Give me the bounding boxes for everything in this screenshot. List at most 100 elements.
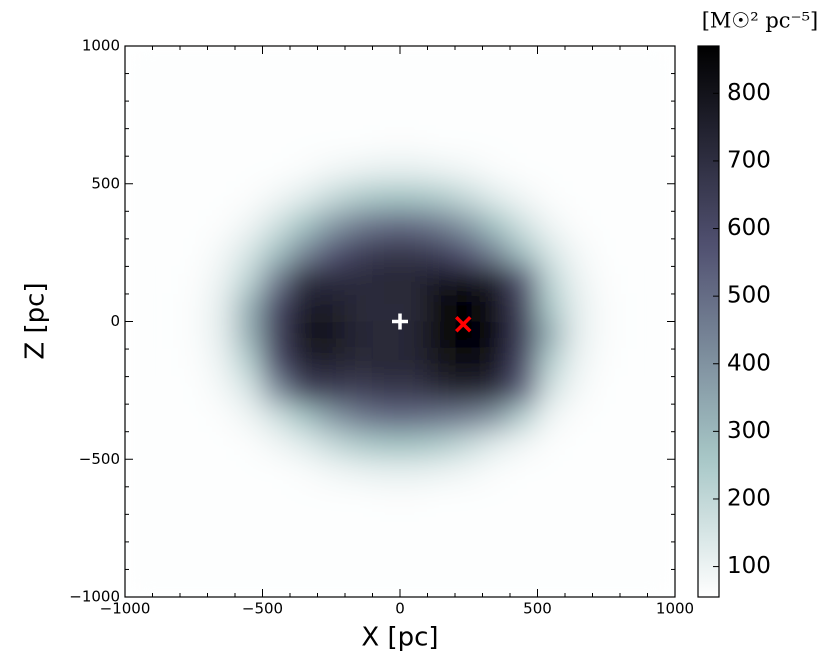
heatmap-cell: [289, 458, 318, 488]
heatmap-cell: [564, 293, 593, 322]
heatmap-cell: [619, 183, 648, 212]
heatmap-cell: [427, 100, 456, 130]
heatmap-cell: [234, 46, 263, 75]
heatmap-cell: [509, 100, 538, 130]
x-axis-label: X [pc]: [361, 623, 438, 653]
heatmap-cell: [592, 265, 621, 295]
heatmap-cell: [482, 541, 511, 570]
heatmap-cell: [179, 155, 208, 185]
heatmap-cell: [152, 486, 181, 515]
heatmap-cell: [454, 238, 483, 267]
heatmap-cell: [564, 568, 593, 597]
heatmap-cell: [344, 513, 373, 543]
heatmap-cell: [537, 210, 566, 240]
y-tick-label: 1000: [82, 37, 120, 55]
heatmap-cell: [399, 568, 428, 597]
heatmap-cell: [262, 100, 291, 130]
heatmap-cell: [262, 238, 291, 267]
heatmap-cell: [372, 458, 401, 488]
heatmap-cell: [179, 568, 208, 597]
heatmap-cell: [592, 541, 621, 570]
heatmap-cell: [207, 238, 236, 267]
heatmap-cell: [427, 568, 456, 597]
heatmap-cell: [207, 183, 236, 212]
heatmap-cell: [207, 568, 236, 597]
heatmap-cell: [537, 458, 566, 488]
heatmap-cell: [647, 293, 675, 322]
heatmap-cell: [509, 293, 538, 322]
heatmap-cell: [234, 73, 263, 102]
heatmap-cell: [399, 431, 428, 460]
heatmap-cell: [482, 348, 511, 378]
heatmap-cell: [427, 128, 456, 157]
heatmap-cell: [207, 265, 236, 295]
colorbar-tick-label: 100: [727, 553, 771, 579]
heatmap-cell: [289, 128, 318, 157]
heatmap-cell: [482, 265, 511, 295]
heatmap-cell: [619, 100, 648, 130]
heatmap-cell: [289, 293, 318, 322]
heatmap-cell: [482, 376, 511, 405]
heatmap-cell: [234, 513, 263, 543]
heatmap-cell: [619, 128, 648, 157]
heatmap-cell: [647, 46, 675, 75]
heatmap-cell: [564, 431, 593, 460]
heatmap-cell: [509, 73, 538, 102]
heatmap-cell: [344, 568, 373, 597]
heatmap-cell: [427, 46, 456, 75]
heatmap-cell: [234, 155, 263, 185]
heatmap-cell: [592, 238, 621, 267]
heatmap-cell: [564, 238, 593, 267]
heatmap-cell: [647, 568, 675, 597]
heatmap-cell: [482, 238, 511, 267]
heatmap-cell: [399, 513, 428, 543]
heatmap-cell: [152, 458, 181, 488]
heatmap-cell: [427, 458, 456, 488]
heatmap-cell: [399, 73, 428, 102]
heatmap-cell: [262, 293, 291, 322]
x-tick-label: −500: [242, 600, 283, 618]
heatmap-cell: [619, 210, 648, 240]
heatmap-cell: [179, 458, 208, 488]
heatmap-cell: [592, 321, 621, 350]
heatmap-cell: [125, 513, 153, 543]
heatmap-cell: [152, 46, 181, 75]
heatmap-cell: [317, 183, 346, 212]
heatmap-cell: [179, 293, 208, 322]
heatmap-cell: [592, 183, 621, 212]
heatmap-cell: [509, 46, 538, 75]
heatmap-cell: [564, 128, 593, 157]
heatmap-cell: [537, 155, 566, 185]
heatmap-cell: [537, 376, 566, 405]
heatmap-cell: [454, 348, 483, 378]
heatmap-cell: [262, 183, 291, 212]
heatmap-cell: [152, 513, 181, 543]
heatmap-cell: [482, 46, 511, 75]
heatmap-cell: [647, 513, 675, 543]
heatmap-cell: [454, 46, 483, 75]
heatmap-cell: [399, 100, 428, 130]
heatmap-cell: [509, 513, 538, 543]
heatmap-cell: [262, 486, 291, 515]
heatmap-cell: [289, 486, 318, 515]
heatmap-cell: [647, 321, 675, 350]
heatmap-cell: [537, 238, 566, 267]
heatmap-cell: [537, 403, 566, 433]
heatmap-cell: [454, 513, 483, 543]
heatmap-cell: [427, 321, 456, 350]
heatmap-cell: [564, 403, 593, 433]
heatmap-cell: [317, 73, 346, 102]
y-tick-label: 500: [91, 174, 120, 192]
y-tick-label: −1000: [69, 588, 120, 606]
heatmap-cell: [509, 568, 538, 597]
heatmap-cell: [647, 100, 675, 130]
heatmap-cell: [482, 210, 511, 240]
marker-stroke: [455, 316, 472, 333]
heatmap-cell: [482, 568, 511, 597]
heatmap-cell: [125, 321, 153, 350]
heatmap-cell: [179, 431, 208, 460]
heatmap-cell: [234, 348, 263, 378]
heatmap-cell: [372, 100, 401, 130]
heatmap-cell: [207, 128, 236, 157]
